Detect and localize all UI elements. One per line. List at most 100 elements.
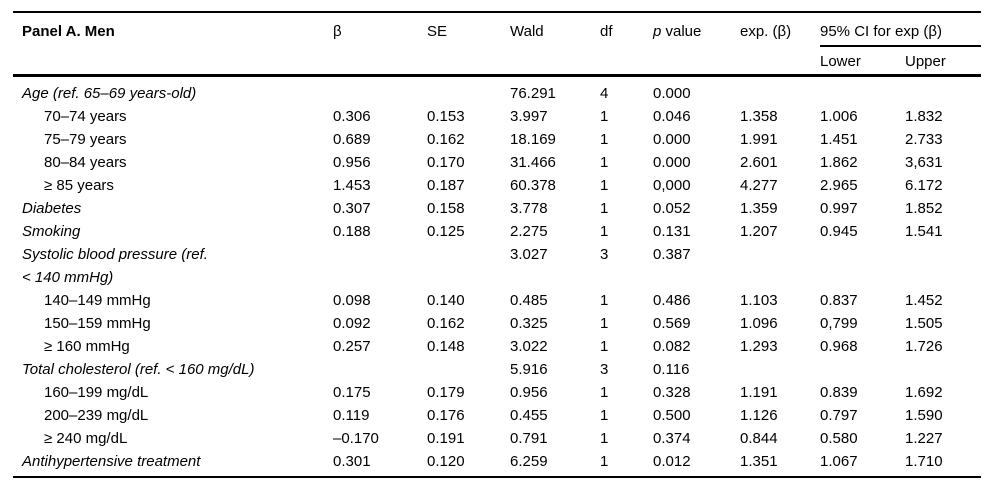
cell-exp: 1.096 <box>740 314 778 332</box>
cell-lower: 1.862 <box>820 153 858 171</box>
cell-beta <box>333 75 427 105</box>
p-value-rest-part: value <box>661 23 702 40</box>
cell-beta: 0.689 <box>333 130 371 148</box>
cell-p: 0.328 <box>653 383 691 401</box>
table-row: 140–149 mmHg 0.098 0.140 0.485 1 0.486 1.103 0.… <box>13 289 981 312</box>
cell-label: Diabetes <box>22 199 82 217</box>
cell-beta: 0.175 <box>333 383 371 401</box>
cell-df: 1 <box>600 383 609 401</box>
cell-beta: 0.956 <box>333 153 371 171</box>
cell-se: 0.162 <box>427 130 465 148</box>
cell-upper: 2.733 <box>905 130 943 148</box>
cell-exp: 4.277 <box>740 176 778 194</box>
cell-se: 0.191 <box>427 429 465 447</box>
cell-wald: 3.778 <box>510 199 548 217</box>
table-row: Total cholesterol (ref. < 160 mg/dL) 5.91… <box>13 358 981 381</box>
cell-wald: 3.997 <box>510 107 548 125</box>
cell-upper: 1.541 <box>905 222 943 240</box>
cell-se: 0.125 <box>427 222 465 240</box>
cell-p: 0,000 <box>653 176 691 194</box>
cell-exp <box>740 358 820 381</box>
table-row: Age (ref. 65–69 years-old) 76.291 4 0.000 <box>13 75 981 105</box>
cell-wald: 18.169 <box>510 130 556 148</box>
cell-beta: –0.170 <box>333 429 379 447</box>
cell-wald: 6.259 <box>510 452 548 470</box>
cell-exp: 1.191 <box>740 383 778 401</box>
cell-df: 1 <box>600 314 609 332</box>
table-header: Panel A. Men β SE Wald df p value exp. (… <box>13 12 981 77</box>
cell-lower: 0.837 <box>820 291 858 309</box>
col-header-lower: Lower <box>820 46 905 77</box>
col-header-wald: Wald <box>510 12 600 77</box>
cell-p: 0.000 <box>653 153 691 171</box>
cell-se: 0.153 <box>427 107 465 125</box>
col-header-exp-beta: exp. (β) <box>740 12 820 77</box>
cell-se <box>427 75 510 105</box>
cell-upper: 3,631 <box>905 153 943 171</box>
cell-beta: 0.307 <box>333 199 371 217</box>
cell-label: ≥ 85 years <box>44 176 114 194</box>
p-value-italic-part: p <box>653 23 662 40</box>
cell-exp: 0.844 <box>740 429 778 447</box>
table-row: 70–74 years 0.306 0.153 3.997 1 0.046 1.358 1.0… <box>13 105 981 128</box>
cell-wald: 0.485 <box>510 291 548 309</box>
cell-lower: 1.451 <box>820 130 858 148</box>
cell-lower: 0.580 <box>820 429 858 447</box>
cell-beta: 0.092 <box>333 314 371 332</box>
col-header-beta: β <box>333 12 427 77</box>
cell-df: 1 <box>600 429 609 447</box>
cell-upper: 1.692 <box>905 383 943 401</box>
cell-lower <box>820 358 905 381</box>
cell-wald: 31.466 <box>510 153 556 171</box>
cell-beta: 0.257 <box>333 337 371 355</box>
cell-exp: 1.103 <box>740 291 778 309</box>
table-body: Age (ref. 65–69 years-old) 76.291 4 0.000 70… <box>13 75 981 477</box>
cell-p: 0.569 <box>653 314 691 332</box>
cell-wald: 2.275 <box>510 222 548 240</box>
cell-lower: 0.968 <box>820 337 858 355</box>
cell-label: Smoking <box>22 222 81 240</box>
cell-df: 1 <box>600 452 609 470</box>
cell-label: ≥ 160 mmHg <box>44 337 130 355</box>
cell-lower: 0,799 <box>820 314 858 332</box>
cell-upper <box>905 243 981 289</box>
cell-p: 0.052 <box>653 199 691 217</box>
cell-exp: 1.351 <box>740 452 778 470</box>
cell-p: 0.387 <box>653 245 691 263</box>
cell-se: 0.158 <box>427 199 465 217</box>
cell-df: 1 <box>600 130 609 148</box>
cell-p: 0.046 <box>653 107 691 125</box>
table-row: ≥ 85 years 1.453 0.187 60.378 1 0,000 4.277 2.9… <box>13 174 981 197</box>
table-row: Antihypertensive treatment 0.301 0.120 6.25… <box>13 450 981 477</box>
cell-upper: 6.172 <box>905 176 943 194</box>
cell-df: 4 <box>600 84 609 102</box>
cell-p: 0.000 <box>653 84 691 102</box>
cell-label: Total cholesterol (ref. < 160 mg/dL) <box>22 360 255 378</box>
col-header-p-value: p value <box>653 12 740 77</box>
cell-beta: 0.188 <box>333 222 371 240</box>
col-header-se: SE <box>427 12 510 77</box>
table-row: Smoking 0.188 0.125 2.275 1 0.131 1.207 0.945 1.… <box>13 220 981 243</box>
cell-df: 1 <box>600 107 609 125</box>
table-row: 150–159 mmHg 0.092 0.162 0.325 1 0.569 1.096 0,… <box>13 312 981 335</box>
cell-p: 0.500 <box>653 406 691 424</box>
cell-se: 0.187 <box>427 176 465 194</box>
cell-beta <box>333 358 427 381</box>
cell-exp: 1.358 <box>740 107 778 125</box>
cell-wald: 0.325 <box>510 314 548 332</box>
cell-exp: 1.991 <box>740 130 778 148</box>
table-row: ≥ 160 mmHg 0.257 0.148 3.022 1 0.082 1.293 0.96… <box>13 335 981 358</box>
cell-se: 0.120 <box>427 452 465 470</box>
cell-exp: 1.359 <box>740 199 778 217</box>
cell-exp <box>740 75 820 105</box>
table-row: ≥ 240 mg/dL –0.170 0.191 0.791 1 0.374 0.844 0.… <box>13 427 981 450</box>
cell-wald: 3.027 <box>510 245 548 263</box>
cell-se: 0.170 <box>427 153 465 171</box>
cell-label: ≥ 240 mg/dL <box>44 429 128 447</box>
cell-label: 200–239 mg/dL <box>44 406 149 424</box>
cell-upper: 1.852 <box>905 199 943 217</box>
cell-se: 0.148 <box>427 337 465 355</box>
table-row: 160–199 mg/dL 0.175 0.179 0.956 1 0.328 1.191 0… <box>13 381 981 404</box>
cell-upper: 1.726 <box>905 337 943 355</box>
